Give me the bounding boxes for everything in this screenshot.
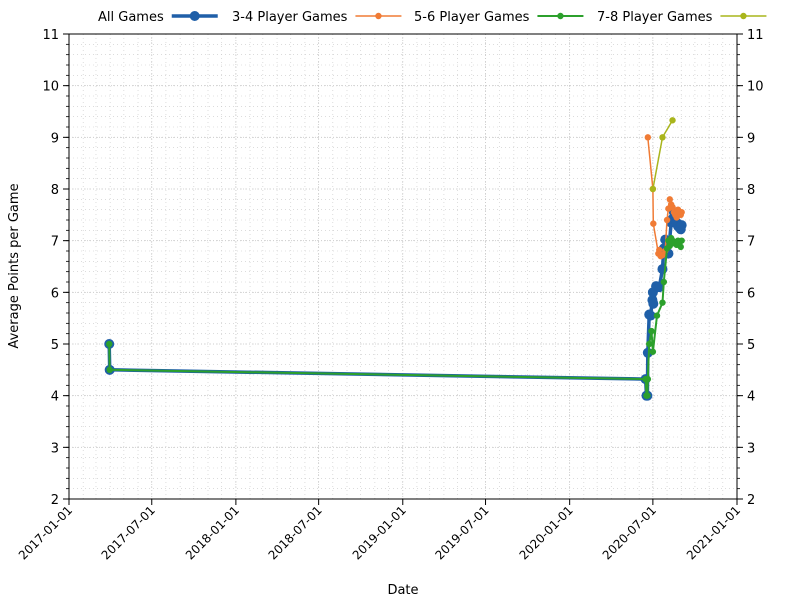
data-point [646,340,653,348]
data-point [678,237,685,244]
data-point [669,117,676,124]
y-tick-label-right: 2 [747,493,755,508]
y-tick-label: 9 [51,131,59,146]
y-tick-label-right: 11 [747,28,764,43]
data-point [663,216,671,224]
data-point [649,348,657,355]
data-point [648,298,659,309]
x-tick-label: 2020-01-01 [517,503,576,562]
data-point [669,203,676,211]
data-point [677,243,684,251]
data-point [659,299,666,306]
data-point [648,327,655,335]
x-tick-label: 2019-01-01 [350,503,409,562]
y-tick-label-right: 10 [747,80,764,95]
x-tick-label: 2019-07-01 [432,503,491,562]
data-point [644,392,651,399]
data-point [659,134,666,141]
series-all-games [104,207,687,401]
y-tick-label: 8 [51,183,59,198]
series-line [108,237,683,397]
y-axis-label: Average Points per Game [7,183,22,348]
x-tick-label: 2017-07-01 [99,503,158,562]
data-point [645,310,656,321]
legend-label: 3-4 Player Games [232,10,348,25]
series-5-6-player-games [106,234,685,399]
y-tick-label: 7 [51,235,59,250]
x-tick-label: 2020-07-01 [600,503,659,562]
y-tick-label: 11 [42,28,59,43]
y-tick-label-right: 3 [747,441,755,456]
y-tick-label: 3 [51,441,59,456]
data-point [644,375,652,383]
x-tick-label: 2021-01-01 [684,503,743,562]
y-tick-label: 10 [42,80,59,95]
data-point [654,282,665,293]
legend-swatch-marker [557,12,564,20]
legend-swatch-marker [189,11,200,21]
legend-item: All Games [98,10,218,25]
y-tick-label-right: 9 [747,131,755,146]
x-tick-label: 2018-07-01 [266,503,325,562]
data-point [653,312,661,319]
data-point [678,209,685,216]
x-tick-label: 2018-01-01 [183,503,242,562]
x-tick-label: 2017-01-01 [16,503,75,562]
y-tick-label: 5 [51,338,59,353]
y-tick-label-right: 8 [747,183,755,198]
y-tick-label: 6 [51,286,59,301]
y-tick-label-right: 4 [747,390,755,405]
legend: All Games 3-4 Player Games 5-6 Player Game… [98,10,767,25]
legend-label: 7-8 Player Games [597,10,713,25]
legend-label: All Games [98,10,164,25]
y-tick-label: 2 [51,493,59,508]
legend-swatch-marker [375,12,382,20]
legend-item: 7-8 Player Games [597,10,767,25]
y-tick-label: 4 [51,390,59,405]
data-point [650,220,657,227]
data-point [656,246,663,254]
legend-label: 5-6 Player Games [414,10,530,25]
series-layer [104,117,687,401]
series-line [107,210,684,398]
minor-gridlines [68,33,738,500]
data-point [660,278,668,286]
data-point [649,185,657,193]
data-point [644,134,652,141]
y-tick-label-right: 5 [747,338,755,353]
data-point [666,196,673,203]
data-point [106,366,113,374]
legend-item: 3-4 Player Games [232,10,402,25]
data-point [106,340,113,348]
data-point [676,220,687,231]
y-tick-label-right: 6 [747,286,755,301]
legend-swatch-marker [740,12,747,20]
y-tick-label-right: 7 [747,235,755,250]
x-axis-label: Date [387,583,418,598]
series-7-8-player-games [649,117,676,193]
legend-item: 5-6 Player Games [414,10,584,25]
